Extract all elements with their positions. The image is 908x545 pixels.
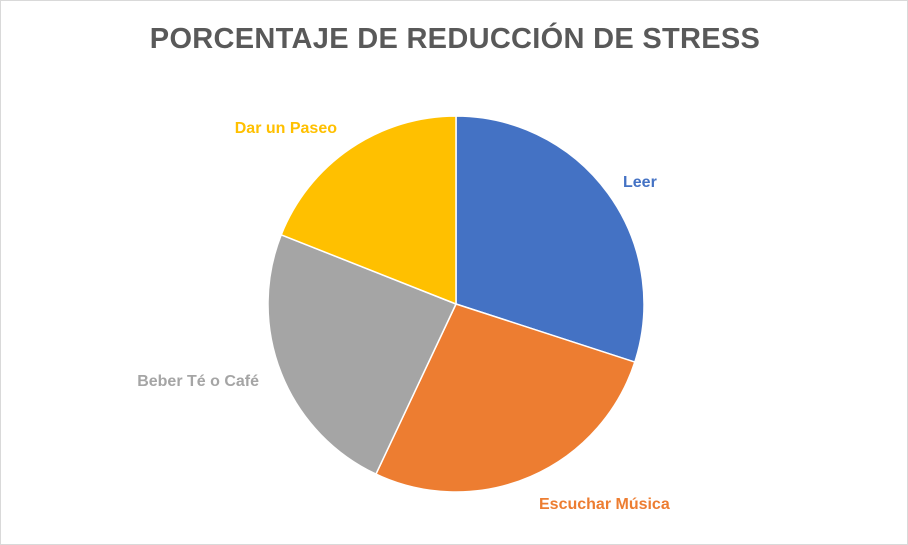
pie-slice-0 (455, 115, 645, 364)
slice-label-0: Leer (623, 174, 657, 191)
pie-slice-2 (267, 233, 458, 476)
pie-slice-1 (374, 303, 636, 493)
slice-label-2: Beber Té o Café (137, 373, 259, 390)
slice-label-3: Dar un Paseo (235, 120, 337, 137)
slice-label-1: Escuchar Música (539, 496, 670, 513)
pie-slice-3 (280, 115, 457, 306)
chart-title: PORCENTAJE DE REDUCCIÓN DE STRESS (149, 23, 761, 55)
